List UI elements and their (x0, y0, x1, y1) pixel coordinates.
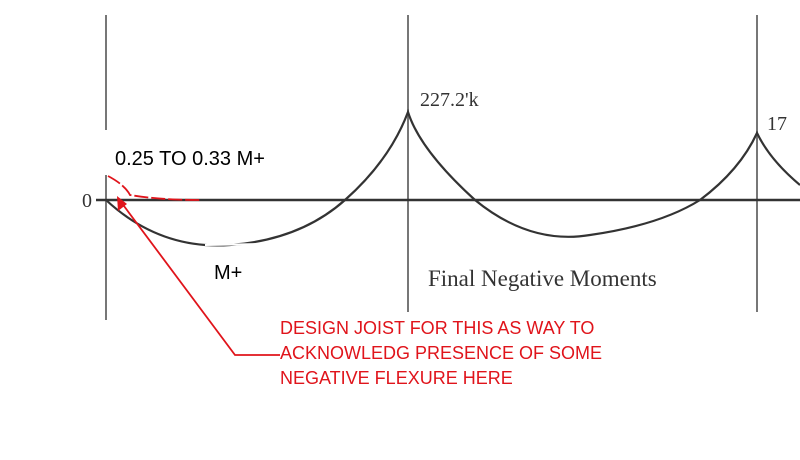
design-note-line: ACKNOWLEDG PRESENCE OF SOME (280, 343, 602, 363)
erasure (367, 171, 381, 181)
positive-moment-label: M+ (214, 262, 242, 284)
design-note-line: DESIGN JOIST FOR THIS AS WAY TO (280, 318, 594, 338)
moment-curve (105, 108, 800, 247)
arrowhead (117, 196, 127, 211)
erasure (204, 243, 266, 246)
peak-label: 17 (767, 113, 787, 135)
zero-label: 0 (82, 190, 92, 212)
negative-moment-note: 0.25 TO 0.33 M+ (115, 148, 265, 170)
negative-moment-sketch (107, 175, 201, 201)
design-note-line: NEGATIVE FLEXURE HERE (280, 368, 513, 388)
peak-label: 227.2'k (420, 89, 479, 111)
caption: Final Negative Moments (428, 266, 657, 291)
leader-line (117, 197, 280, 356)
